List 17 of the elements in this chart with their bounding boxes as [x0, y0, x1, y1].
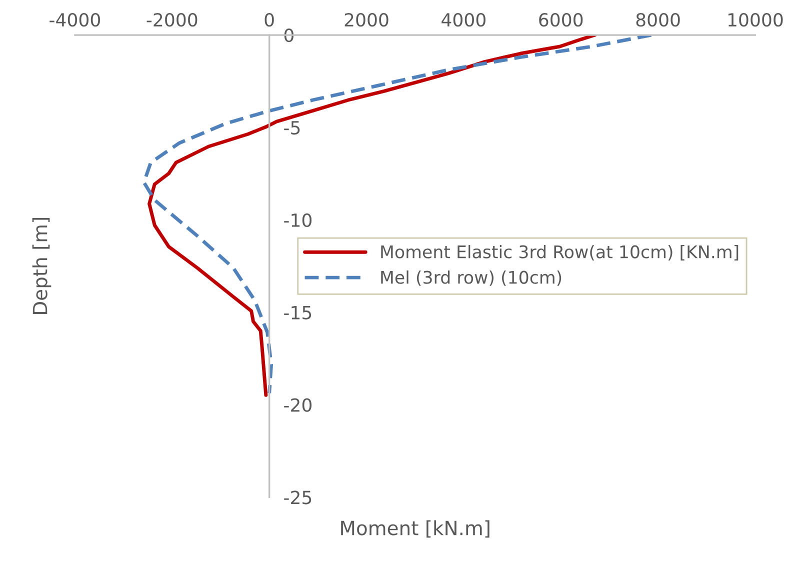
y-tick-label: -25 [284, 490, 312, 504]
x-axis-title: Moment [kN.m] [341, 520, 490, 538]
y-tick-label: -20 [284, 398, 312, 412]
y-tick-label: -10 [284, 213, 312, 228]
x-tick-label: 0 [264, 13, 274, 27]
x-tick-label: 10000 [728, 13, 783, 27]
y-tick-label: -15 [284, 306, 312, 320]
x-tick-label: 2000 [344, 13, 388, 27]
y-axis-title: Depth [m] [32, 218, 52, 314]
y-tick-label: -5 [284, 121, 300, 135]
x-tick-label: 6000 [539, 13, 583, 27]
x-tick-label: 4000 [442, 13, 486, 27]
legend-label: Mel (3rd row) (10cm) [381, 270, 562, 286]
legend-label: Moment Elastic 3rd Row(at 10cm) [KN.m] [381, 244, 738, 260]
x-tick-label: 8000 [636, 13, 680, 27]
x-tick-label: -4000 [50, 13, 100, 27]
x-tick-label: -2000 [146, 13, 198, 27]
